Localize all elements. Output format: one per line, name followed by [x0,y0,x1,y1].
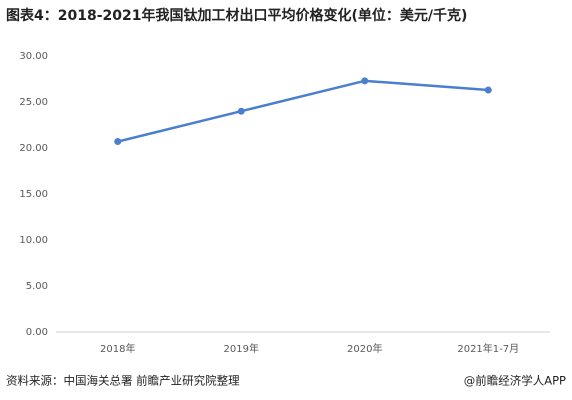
point [114,138,122,146]
y-tick-label: 25.00 [19,97,48,108]
credit: @前瞻经济学人APP [464,374,566,388]
y-tick-label: 10.00 [19,235,48,246]
y-tick-label: 30.00 [19,51,48,62]
chart-title: 图表4：2018-2021年我国钛加工材出口平均价格变化(单位：美元/千克) [6,7,467,24]
y-tick-label: 5.00 [26,281,48,292]
x-tick-label: 2021年1-7月 [457,342,519,355]
x-tick-label: 2018年 [100,342,135,355]
point [484,86,492,94]
x-tick-label: 2020年 [347,342,382,355]
point [237,107,245,115]
y-tick-label: 20.00 [19,143,48,154]
point [361,77,369,85]
x-tick-label: 2019年 [224,342,259,355]
y-tick-label: 0.00 [26,327,48,338]
source: 资料来源：中国海关总署 前瞻产业研究院整理 [6,374,240,388]
y-tick-label: 15.00 [19,189,48,200]
line [117,79,489,143]
